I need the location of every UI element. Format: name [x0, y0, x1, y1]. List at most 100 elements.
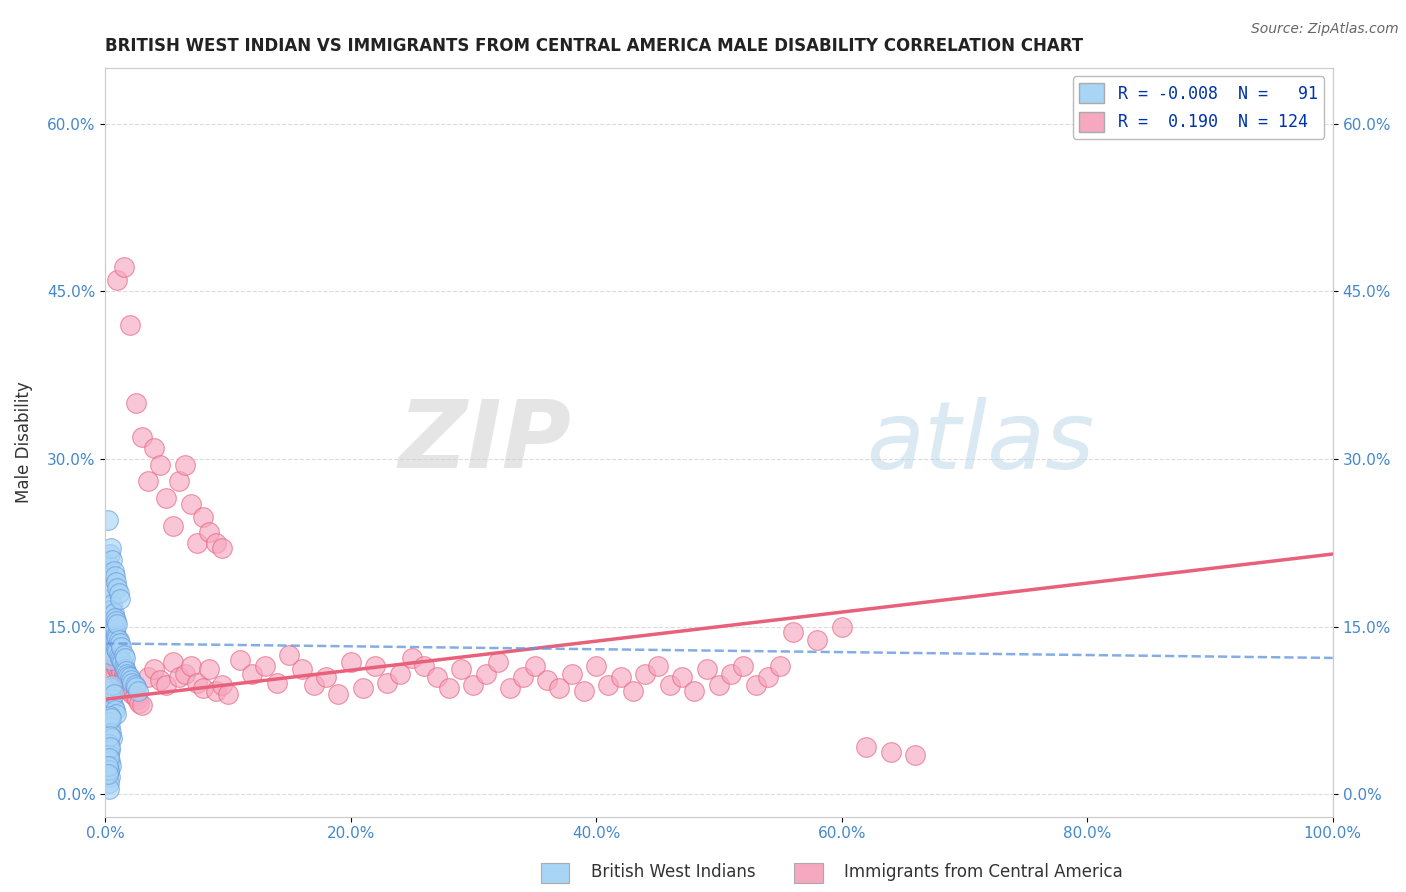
Point [104, 622, 127, 636]
Point [101, 731, 124, 746]
Point [278, 648, 301, 662]
Point [120, 673, 142, 688]
Point [193, 510, 215, 524]
Point [572, 684, 595, 698]
Point [450, 662, 472, 676]
Point [100, 726, 122, 740]
Point [100, 614, 122, 628]
Point [186, 536, 208, 550]
Point [108, 651, 131, 665]
Point [105, 617, 128, 632]
Point [115, 665, 138, 679]
Point [426, 670, 449, 684]
Point [174, 666, 197, 681]
Point [104, 656, 127, 670]
Point [105, 648, 128, 662]
Point [339, 656, 361, 670]
Point [98, 608, 121, 623]
Point [105, 706, 128, 721]
Text: Source: ZipAtlas.com: Source: ZipAtlas.com [1251, 22, 1399, 37]
Point [104, 569, 127, 583]
Point [104, 642, 127, 657]
Point [100, 629, 122, 643]
Point [97, 751, 120, 765]
Point [437, 681, 460, 695]
Point [193, 681, 215, 695]
Point [149, 673, 172, 688]
Point [100, 653, 122, 667]
Point [242, 666, 264, 681]
Point [136, 670, 159, 684]
Point [486, 656, 509, 670]
Point [105, 614, 128, 628]
Point [121, 675, 143, 690]
Point [112, 658, 135, 673]
Point [100, 603, 122, 617]
Point [253, 658, 276, 673]
Text: BRITISH WEST INDIAN VS IMMIGRANTS FROM CENTRAL AMERICA MALE DISABILITY CORRELATI: BRITISH WEST INDIAN VS IMMIGRANTS FROM C… [105, 37, 1083, 55]
Point [98, 547, 121, 561]
Point [211, 678, 233, 692]
Point [204, 536, 226, 550]
Point [98, 771, 121, 785]
Point [97, 622, 120, 636]
Point [100, 696, 122, 710]
Point [101, 656, 124, 670]
Point [105, 631, 128, 645]
Point [98, 633, 121, 648]
Point [98, 614, 121, 628]
Point [782, 625, 804, 640]
Point [100, 603, 122, 617]
Point [97, 714, 120, 729]
Point [105, 653, 128, 667]
Point [97, 514, 120, 528]
Point [671, 670, 693, 684]
Point [98, 754, 121, 768]
Point [110, 653, 132, 667]
Point [97, 558, 120, 573]
Text: atlas: atlas [866, 397, 1094, 488]
Point [598, 678, 620, 692]
Point [98, 709, 121, 723]
Point [149, 458, 172, 472]
Point [101, 644, 124, 658]
Point [463, 678, 485, 692]
Point [512, 670, 534, 684]
Point [104, 633, 127, 648]
Point [143, 662, 166, 676]
Point [211, 541, 233, 556]
Point [561, 666, 583, 681]
Point [131, 430, 153, 444]
Point [302, 678, 325, 692]
Point [100, 711, 122, 725]
Point [103, 629, 125, 643]
Point [100, 759, 122, 773]
Point [536, 673, 558, 688]
Point [104, 665, 127, 679]
Point [136, 475, 159, 489]
Point [107, 666, 129, 681]
Point [97, 629, 120, 643]
Point [100, 541, 122, 556]
Point [97, 748, 120, 763]
Point [290, 662, 312, 676]
Point [101, 692, 124, 706]
Point [100, 644, 122, 658]
Point [98, 689, 121, 703]
Point [364, 658, 387, 673]
Legend: R = -0.008  N =   91, R =  0.190  N = 124: R = -0.008 N = 91, R = 0.190 N = 124 [1073, 77, 1324, 138]
Point [108, 636, 131, 650]
Point [114, 662, 136, 676]
Point [97, 767, 120, 781]
Point [162, 656, 184, 670]
Point [155, 678, 177, 692]
Point [217, 687, 239, 701]
Point [198, 662, 221, 676]
Point [105, 574, 128, 589]
Point [114, 670, 136, 684]
Point [125, 692, 148, 706]
Point [474, 666, 496, 681]
Point [97, 776, 120, 790]
Point [101, 620, 124, 634]
Point [101, 597, 124, 611]
